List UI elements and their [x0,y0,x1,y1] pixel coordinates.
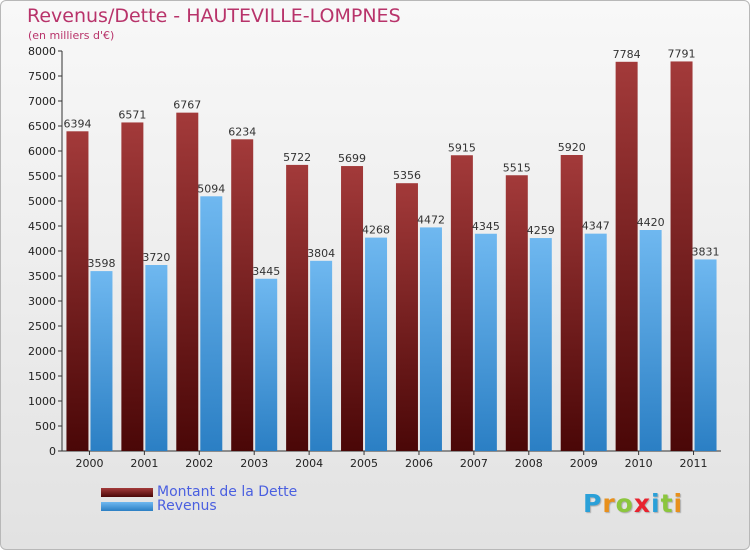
data-label-dette: 7784 [613,48,641,61]
bar-dette [231,139,254,452]
data-label-revenus: 4345 [472,220,500,233]
logo-letter: i [673,489,684,518]
bar-dette [341,166,364,452]
data-label-dette: 6234 [228,125,256,138]
bar-dette [176,112,199,452]
data-label-revenus: 3831 [692,245,720,258]
x-tick-label: 2008 [515,457,543,470]
data-label-revenus: 4268 [362,224,390,237]
y-tick-label: 3500 [28,270,56,283]
bar-revenus [639,230,662,451]
x-tick-label: 2007 [460,457,488,470]
y-tick-label: 7000 [28,95,56,108]
y-tick-label: 1500 [28,370,56,383]
y-tick-label: 4500 [28,220,56,233]
y-tick-label: 6500 [28,120,56,133]
x-tick-label: 2000 [75,457,103,470]
chart-subtitle: (en milliers d'€) [28,29,115,42]
data-label-dette: 6767 [173,99,201,112]
bar-revenus [90,271,113,451]
data-label-dette: 5915 [448,141,476,154]
bar-dette [395,183,418,451]
bar-dette [505,175,528,451]
bar-dette [615,61,638,452]
bar-revenus [255,278,278,451]
bar-revenus [694,259,717,451]
data-label-revenus: 3598 [87,257,115,270]
y-tick-label: 5000 [28,195,56,208]
bar-dette [121,122,144,451]
x-tick-label: 2005 [350,457,378,470]
x-tick-label: 2009 [570,457,598,470]
y-tick-label: 3000 [28,295,56,308]
logo-letter: o [615,489,634,518]
logo-letter: t [660,489,674,518]
bar-revenus [584,233,607,451]
data-label-revenus: 4472 [417,213,445,226]
bar-dette [286,164,309,451]
y-tick-label: 500 [35,420,56,433]
bar-revenus [474,233,497,451]
bar-revenus [310,260,333,451]
y-tick-label: 7500 [28,70,56,83]
data-label-dette: 7791 [668,47,696,60]
logo-letter: i [651,489,661,518]
y-tick-label: 2000 [28,345,56,358]
data-label-revenus: 3720 [142,251,170,264]
legend-label-revenus: Revenus [157,498,217,514]
legend-label-dette: Montant de la Dette [157,484,298,500]
chart-title: Revenus/Dette - HAUTEVILLE-LOMPNES [27,5,401,27]
data-label-dette: 5356 [393,169,421,182]
logo-letter: x [633,489,651,518]
bar-dette [66,131,89,452]
data-label-dette: 5920 [558,141,586,154]
data-label-dette: 6571 [118,108,146,121]
bar-revenus [419,227,442,451]
data-label-dette: 5699 [338,152,366,165]
y-tick-label: 0 [49,445,56,458]
x-tick-label: 2001 [130,457,158,470]
bar-dette [560,155,583,451]
data-label-revenus: 3804 [307,247,335,260]
bar-revenus [529,238,552,451]
data-label-revenus: 4420 [637,216,665,229]
y-tick-label: 4000 [28,245,56,258]
data-label-revenus: 3445 [252,265,280,278]
data-label-revenus: 4259 [527,224,555,237]
bar-dette [670,61,693,451]
data-label-dette: 5722 [283,151,311,164]
x-tick-label: 2002 [185,457,213,470]
bar-dette [450,155,473,451]
data-label-revenus: 4347 [582,220,610,233]
x-tick-label: 2004 [295,457,323,470]
x-tick-label: 2003 [240,457,268,470]
y-tick-label: 2500 [28,320,56,333]
bar-revenus [145,265,168,451]
data-label-revenus: 5094 [197,182,225,195]
x-tick-label: 2011 [680,457,708,470]
bar-revenus [200,196,223,451]
y-tick-label: 6000 [28,145,56,158]
bar-revenus [365,237,388,451]
y-tick-label: 5500 [28,170,56,183]
x-tick-label: 2006 [405,457,433,470]
x-tick-label: 2010 [625,457,653,470]
legend-swatch-dette [101,488,153,497]
y-tick-label: 8000 [28,45,56,58]
logo-letter: r [602,489,616,518]
data-label-dette: 6394 [63,117,91,130]
data-label-dette: 5515 [503,161,531,174]
y-tick-label: 1000 [28,395,56,408]
logo-letter: P [583,489,603,518]
legend-swatch-revenus [101,502,153,511]
proxiti-logo: Proxiti [583,489,683,518]
